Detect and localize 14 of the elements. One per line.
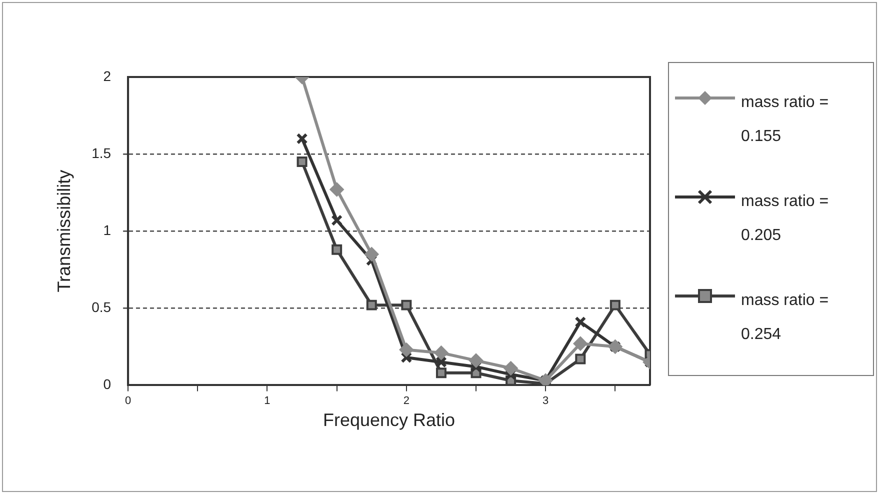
y-tick-label: 0 (103, 376, 112, 392)
x-tick-label: 2 (403, 394, 410, 407)
y-tick-label: 1 (103, 222, 112, 238)
x-tick-label: 1 (264, 394, 270, 407)
legend-label: mass ratio = 0.254 (741, 290, 830, 345)
y-tick-label: 1.5 (92, 144, 112, 161)
x-tick-label: 0 (125, 394, 132, 407)
x-axis-title: Frequency Ratio (322, 410, 456, 430)
y-axis-title: Transmissibility (54, 170, 74, 292)
x-tick-label: 3 (542, 394, 549, 407)
legend-label: mass ratio = 0.155 (741, 93, 830, 148)
y-tick-label: 2 (103, 68, 112, 84)
legend-label: mass ratio = 0.205 (741, 192, 830, 246)
y-tick-label: 0.5 (92, 299, 112, 316)
